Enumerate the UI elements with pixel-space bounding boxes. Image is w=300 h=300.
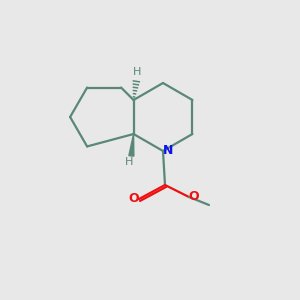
Text: N: N [163,143,173,157]
Text: O: O [129,193,139,206]
Text: H: H [125,157,134,167]
Text: O: O [189,190,199,203]
Text: H: H [133,67,141,77]
Polygon shape [129,134,134,156]
